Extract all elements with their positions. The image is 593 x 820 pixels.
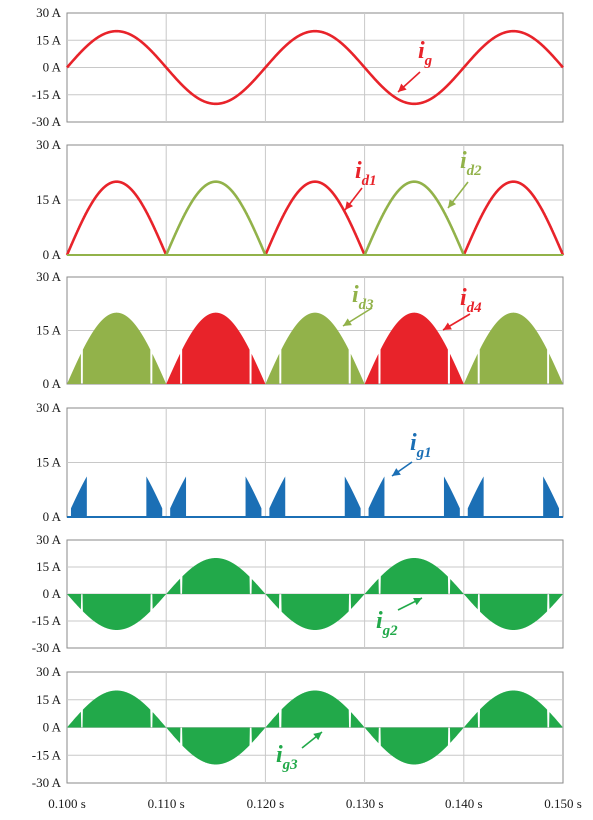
series-ig1-pulse xyxy=(146,476,163,517)
y-tick-label: 30 A xyxy=(36,137,62,152)
series-id3-area xyxy=(463,312,563,384)
label-ig-sub: g xyxy=(424,53,433,69)
label-ig2-main: i xyxy=(376,608,383,634)
label-ig-arrow-head xyxy=(398,83,407,92)
label-id2-sub: d2 xyxy=(467,163,483,179)
y-tick-label: -15 A xyxy=(32,613,62,628)
label-ig: ig xyxy=(397,38,433,93)
x-tick-label: 0.100 s xyxy=(48,796,86,811)
label-ig2: ig2 xyxy=(376,597,423,639)
x-tick-label: 0.130 s xyxy=(346,796,384,811)
label-ig3-arrow-head xyxy=(313,732,322,741)
label-id1-arrow-head xyxy=(345,201,354,210)
series-id4-area xyxy=(364,312,464,384)
y-tick-label: 15 A xyxy=(36,32,62,47)
label-ig-main: i xyxy=(418,38,425,64)
series-id1-hump xyxy=(264,180,366,256)
series-ig1-pulse xyxy=(245,476,262,517)
y-tick-label: 30 A xyxy=(36,400,62,415)
label-id4-main: i xyxy=(460,285,467,311)
y-tick-label: 15 A xyxy=(36,559,62,574)
series-ig1-pulse xyxy=(269,476,286,517)
y-tick-label: -15 A xyxy=(32,747,62,762)
label-ig3-main: i xyxy=(276,742,283,768)
label-id1-sub: d1 xyxy=(362,173,377,189)
series-id2-hump xyxy=(363,180,465,256)
label-id1-main: i xyxy=(355,158,362,184)
y-tick-label: 0 A xyxy=(43,720,62,735)
series-ig1-pulse xyxy=(70,476,87,517)
label-id4-arrow-head xyxy=(443,322,452,330)
y-tick-label: 30 A xyxy=(36,532,62,547)
x-tick-label: 0.140 s xyxy=(445,796,483,811)
series-id3-area xyxy=(67,312,167,384)
series-id1-hump xyxy=(462,180,565,256)
panel-2: 30 A 15 A 0 A xyxy=(36,137,564,262)
y-tick-label: 30 A xyxy=(36,5,62,20)
series-ig1-pulse xyxy=(443,476,460,517)
series-ig1-pulse xyxy=(543,476,560,517)
label-id3: id3 xyxy=(342,282,374,327)
x-tick-label: 0.120 s xyxy=(247,796,285,811)
label-id4-text: id4 xyxy=(460,285,482,316)
label-id2-text: id2 xyxy=(460,148,482,179)
y-tick-label: 0 A xyxy=(43,586,62,601)
label-ig2-arrow-head xyxy=(413,598,422,606)
y-tick-label: -30 A xyxy=(32,775,62,790)
series-ig1-pulse xyxy=(170,476,187,517)
y-tick-label: 15 A xyxy=(36,692,62,707)
series-id2-hump xyxy=(165,180,267,256)
label-ig3-sub: g3 xyxy=(282,757,299,773)
label-ig3: ig3 xyxy=(276,731,323,773)
label-id2-arrow-head xyxy=(448,199,457,208)
label-ig1: ig1 xyxy=(391,430,432,477)
label-ig1-sub: g1 xyxy=(416,445,432,461)
series-ig1-pulse xyxy=(368,476,385,517)
x-tick-label: 0.150 s xyxy=(544,796,582,811)
label-id2-main: i xyxy=(460,148,467,174)
label-ig3-text: ig3 xyxy=(276,742,298,773)
y-tick-label: -30 A xyxy=(32,114,62,129)
label-id4-sub: d4 xyxy=(467,300,483,316)
series-ig1-pulse xyxy=(344,476,361,517)
x-tick-label: 0.110 s xyxy=(148,796,185,811)
panel-4: 30 A 15 A 0 A xyxy=(36,400,564,524)
y-tick-label: 0 A xyxy=(43,247,62,262)
panel-1: 30 A 15 A 0 A -15 A -30 A xyxy=(32,5,564,129)
label-ig2-text: ig2 xyxy=(376,608,398,639)
label-id1: id1 xyxy=(344,158,377,211)
y-tick-label: 0 A xyxy=(43,376,62,391)
series-id3-area xyxy=(265,312,365,384)
series-id1-hump xyxy=(65,180,168,256)
y-tick-label: 30 A xyxy=(36,269,62,284)
y-tick-label: -15 A xyxy=(32,87,62,102)
label-id2: id2 xyxy=(447,148,482,209)
series-ig-line xyxy=(66,29,564,106)
series-ig3-area xyxy=(67,690,563,765)
label-ig1-arrow-head xyxy=(392,468,401,476)
y-tick-label: 15 A xyxy=(36,455,62,470)
panel-5: 30 A 15 A 0 A -15 A -30 A xyxy=(32,532,564,655)
series-ig2-area xyxy=(67,558,563,630)
label-id4: id4 xyxy=(442,285,482,331)
y-tick-label: 15 A xyxy=(36,192,62,207)
label-ig2-sub: g2 xyxy=(382,623,399,639)
y-tick-label: -30 A xyxy=(32,640,62,655)
y-tick-label: 0 A xyxy=(43,60,62,75)
label-ig1-text: ig1 xyxy=(410,430,432,461)
label-id3-arrow-head xyxy=(343,318,352,326)
y-tick-label: 15 A xyxy=(36,323,62,338)
label-ig1-main: i xyxy=(410,430,417,456)
series-ig1-pulse xyxy=(467,476,484,517)
label-ig-text: ig xyxy=(418,38,433,69)
y-tick-label: 30 A xyxy=(36,664,62,679)
series-id4-area xyxy=(166,312,266,384)
y-tick-label: 0 A xyxy=(43,509,62,524)
label-id3-main: i xyxy=(352,282,359,308)
label-id1-text: id1 xyxy=(355,158,377,189)
